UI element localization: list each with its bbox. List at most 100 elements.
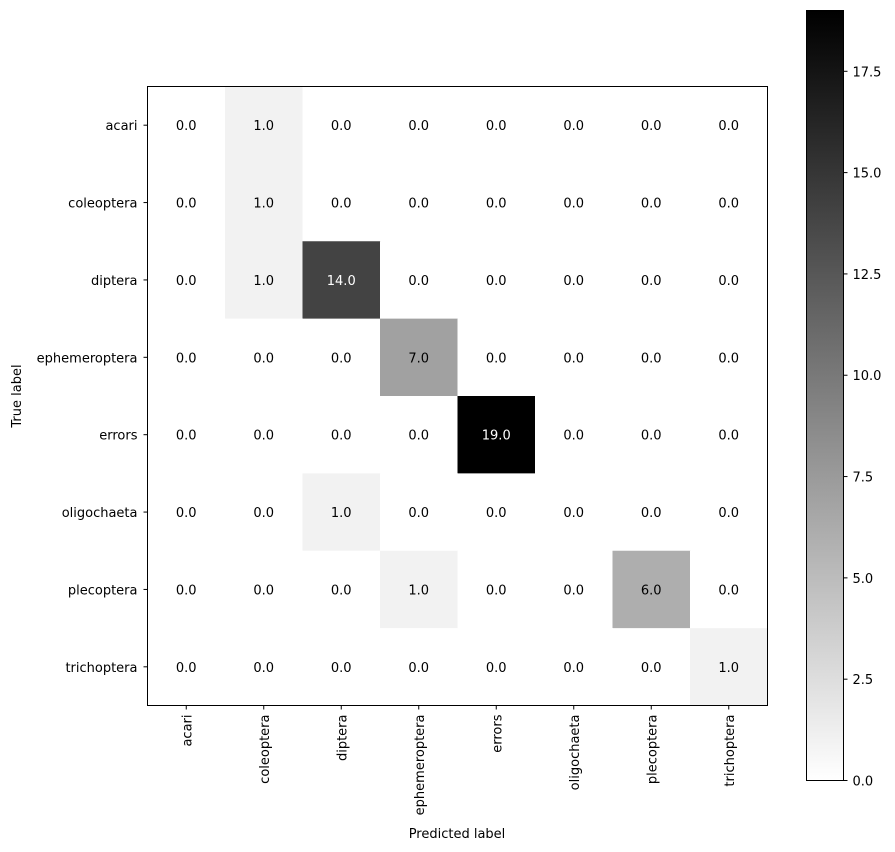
heatmap-cell xyxy=(302,550,381,629)
heatmap-cell xyxy=(225,318,303,397)
cell-value-label: 1.0 xyxy=(253,119,274,134)
y-tick-label: plecoptera xyxy=(68,583,138,598)
y-tick-label: coleoptera xyxy=(68,197,137,212)
cell-value-label: 1.0 xyxy=(253,197,274,212)
heatmap-cell xyxy=(690,163,768,242)
heatmap-cell xyxy=(147,473,226,552)
y-tick-label: acari xyxy=(105,119,137,134)
heatmap-cell xyxy=(535,550,613,629)
cell-value-label: 0.0 xyxy=(486,351,507,366)
cell-value-label: 0.0 xyxy=(718,429,739,444)
colorbar-tick-label: 7.5 xyxy=(853,471,874,486)
cell-value-label: 0.0 xyxy=(641,429,662,444)
cell-value-label: 0.0 xyxy=(176,506,197,521)
heatmap-cell xyxy=(225,396,303,474)
x-tick-label: ephemeroptera xyxy=(413,715,428,816)
x-tick-label: acari xyxy=(180,715,195,747)
heatmap-cell xyxy=(380,86,458,165)
heatmap-cell xyxy=(535,318,613,397)
cell-value-label: 0.0 xyxy=(331,429,352,444)
heatmap-cell xyxy=(302,163,381,242)
heatmap-cell xyxy=(457,318,536,397)
cell-value-label: 0.0 xyxy=(253,661,274,676)
heatmap-cell xyxy=(690,396,768,474)
cell-value-label: 0.0 xyxy=(718,274,739,289)
cell-value-label: 0.0 xyxy=(641,661,662,676)
heatmap-cell xyxy=(302,241,381,320)
heatmap-cell xyxy=(690,241,768,320)
cell-value-label: 0.0 xyxy=(408,429,429,444)
heatmap-cell xyxy=(225,550,303,629)
colorbar-tick-label: 15.0 xyxy=(853,167,882,182)
heatmap-cell xyxy=(225,473,303,552)
cell-value-label: 0.0 xyxy=(176,119,197,134)
colorbar-tick-label: 2.5 xyxy=(853,673,874,688)
heatmap-cell xyxy=(535,396,613,474)
heatmap-cell xyxy=(535,628,613,706)
heatmap-cell xyxy=(302,318,381,397)
heatmap-cell xyxy=(147,163,226,242)
colorbar-tick-label: 5.0 xyxy=(853,572,874,587)
cell-value-label: 6.0 xyxy=(641,583,662,598)
cell-value-label: 0.0 xyxy=(486,274,507,289)
cell-value-label: 0.0 xyxy=(176,274,197,289)
cell-value-label: 0.0 xyxy=(176,583,197,598)
heatmap-cell xyxy=(457,473,536,552)
heatmap-cell xyxy=(457,163,536,242)
cell-value-label: 0.0 xyxy=(563,583,584,598)
colorbar xyxy=(806,10,844,781)
cell-value-label: 0.0 xyxy=(408,119,429,134)
plot-frame xyxy=(147,86,768,706)
cell-value-label: 0.0 xyxy=(563,274,584,289)
heatmap-cell xyxy=(147,241,226,320)
heatmap-cell xyxy=(690,550,768,629)
cell-value-label: 0.0 xyxy=(176,429,197,444)
heatmap-cell xyxy=(535,473,613,552)
cell-value-label: 0.0 xyxy=(641,506,662,521)
cell-value-label: 0.0 xyxy=(486,583,507,598)
heatmap-cell xyxy=(225,86,303,165)
cell-value-label: 0.0 xyxy=(253,351,274,366)
cell-value-label: 1.0 xyxy=(253,274,274,289)
heatmap-cell xyxy=(147,86,226,165)
colorbar-tick-label: 12.5 xyxy=(853,268,882,283)
cell-value-label: 0.0 xyxy=(331,351,352,366)
heatmap-cell xyxy=(612,473,691,552)
heatmap-cell xyxy=(380,550,458,629)
cell-value-label: 0.0 xyxy=(563,429,584,444)
y-tick-label: trichoptera xyxy=(65,661,137,676)
cell-value-label: 0.0 xyxy=(331,119,352,134)
heatmap-cell xyxy=(302,396,381,474)
colorbar-tick-label: 17.5 xyxy=(853,65,882,80)
cell-value-label: 0.0 xyxy=(253,506,274,521)
heatmap-cell xyxy=(690,473,768,552)
cell-value-label: 0.0 xyxy=(486,661,507,676)
y-tick-label: oligochaeta xyxy=(62,506,138,521)
cell-value-label: 0.0 xyxy=(563,506,584,521)
heatmap-cell xyxy=(612,396,691,474)
heatmap-cell xyxy=(612,550,691,629)
heatmap-cell xyxy=(225,163,303,242)
colorbar-tick-label: 10.0 xyxy=(853,369,882,384)
heatmap-cell xyxy=(612,241,691,320)
heatmap-cell xyxy=(535,86,613,165)
heatmap-cell xyxy=(612,628,691,706)
heatmap-cell xyxy=(147,396,226,474)
heatmap-cell xyxy=(457,86,536,165)
y-axis-label: True label xyxy=(10,364,25,428)
cell-value-label: 0.0 xyxy=(718,506,739,521)
cell-value-label: 0.0 xyxy=(331,583,352,598)
cell-value-label: 0.0 xyxy=(408,506,429,521)
heatmap-cell xyxy=(302,473,381,552)
cell-value-label: 1.0 xyxy=(331,506,352,521)
heatmap-cell xyxy=(302,86,381,165)
cell-value-label: 0.0 xyxy=(176,197,197,212)
y-tick-label: errors xyxy=(99,429,137,444)
cell-value-label: 0.0 xyxy=(408,274,429,289)
cell-value-label: 7.0 xyxy=(408,351,429,366)
x-tick-label: coleoptera xyxy=(258,715,273,784)
heatmap-cell xyxy=(302,628,381,706)
cell-value-label: 0.0 xyxy=(331,661,352,676)
cell-value-label: 0.0 xyxy=(718,351,739,366)
